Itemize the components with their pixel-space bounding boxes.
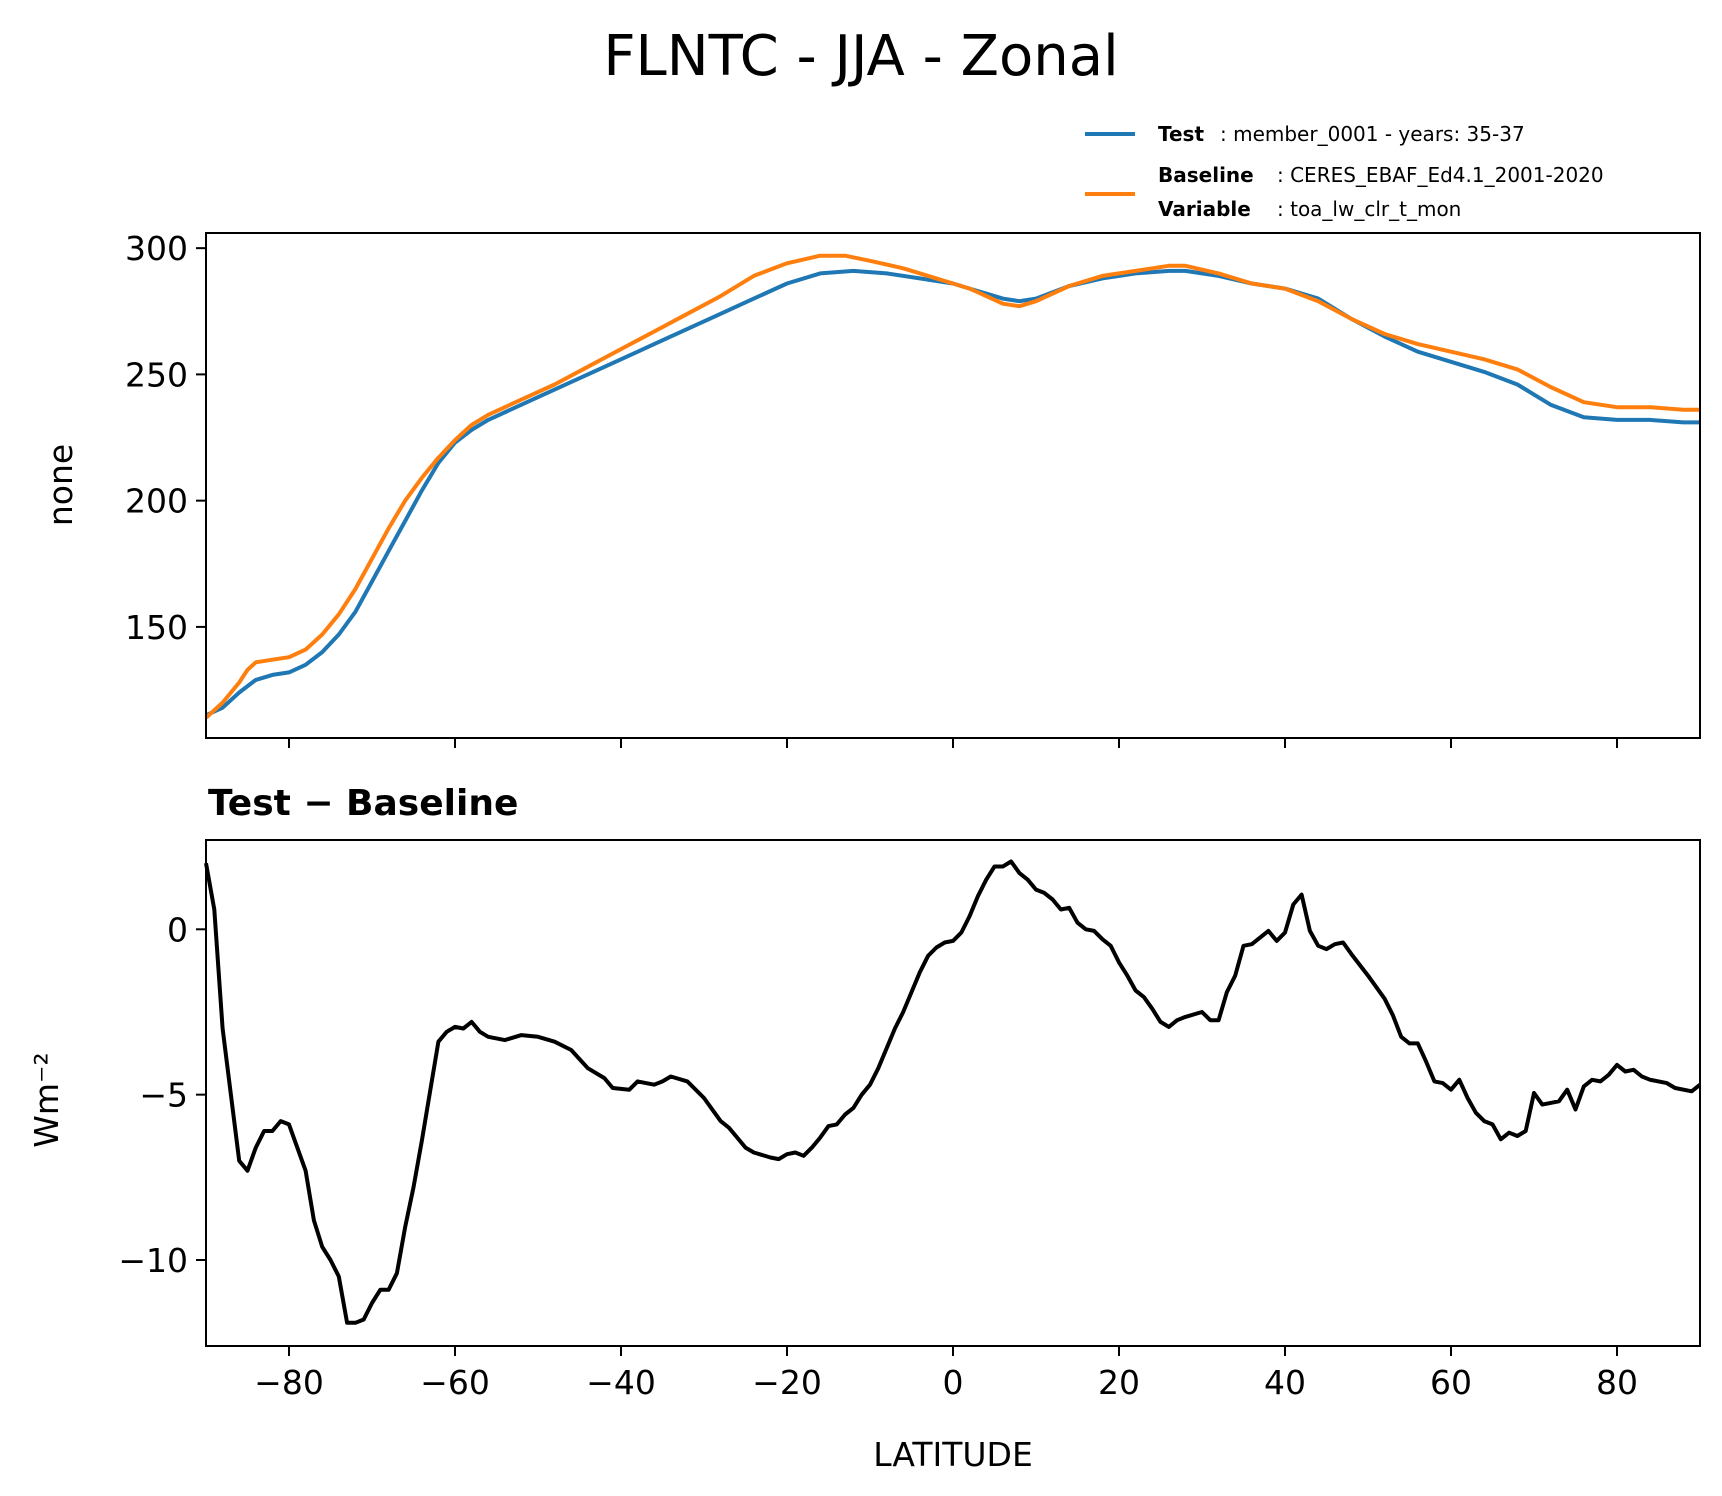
bottom-panel: Test − Baseline −10 −5 0 −80 −60 −40 −20 0 20 40… xyxy=(27,783,1702,1474)
bottom-x-tick-label: −40 xyxy=(586,1363,656,1402)
bottom-series xyxy=(204,859,1702,1325)
bottom-y-axis-label: Wm⁻² xyxy=(27,1052,66,1147)
top-y-tick-label: 300 xyxy=(125,229,188,268)
top-y-tick-label: 150 xyxy=(125,608,188,647)
x-axis-label: LATITUDE xyxy=(873,1435,1033,1474)
legend-label-baseline-bold: Baseline xyxy=(1158,163,1254,187)
bottom-y-ticks: −10 −5 0 xyxy=(118,910,206,1280)
top-panel: 150 200 250 300 none xyxy=(41,229,1701,748)
bottom-x-ticks: −80 −60 −40 −20 0 20 40 60 80 xyxy=(254,1346,1638,1402)
bottom-x-tick-label: 60 xyxy=(1430,1363,1472,1402)
bottom-y-tick-label: 0 xyxy=(167,910,188,949)
bottom-x-tick-label: 0 xyxy=(943,1363,964,1402)
legend-label-test-text: : member_0001 - years: 35-37 xyxy=(1220,122,1525,146)
top-y-tick-label: 250 xyxy=(125,355,188,394)
legend-label-variable-bold: Variable xyxy=(1158,197,1251,221)
bottom-x-tick-label: 40 xyxy=(1264,1363,1306,1402)
top-series-line-baseline xyxy=(204,253,1700,720)
bottom-series-line-test-baseline xyxy=(204,859,1702,1325)
top-y-axis-label: none xyxy=(41,444,80,526)
legend-label-baseline-text: : CERES_EBAF_Ed4.1_2001-2020 xyxy=(1277,163,1604,187)
bottom-y-tick-label: −10 xyxy=(118,1241,188,1280)
bottom-y-tick-label: −5 xyxy=(139,1076,188,1115)
bottom-x-tick-label: 20 xyxy=(1098,1363,1140,1402)
legend: Test : member_0001 - years: 35-37 Baseli… xyxy=(1085,122,1604,221)
bottom-axes-frame xyxy=(205,839,1701,1347)
legend-label-test-bold: Test xyxy=(1158,122,1204,146)
legend-label-variable-text: : toa_lw_clr_t_mon xyxy=(1277,197,1461,221)
top-axes-frame xyxy=(205,232,1701,739)
top-y-ticks: 150 200 250 300 xyxy=(125,229,206,647)
top-x-ticks xyxy=(288,738,1618,748)
bottom-x-tick-label: −60 xyxy=(420,1363,490,1402)
bottom-x-tick-label: −20 xyxy=(752,1363,822,1402)
top-series-line-test xyxy=(205,268,1700,718)
bottom-panel-title: Test − Baseline xyxy=(208,783,518,824)
bottom-x-tick-label: −80 xyxy=(254,1363,324,1402)
bottom-x-tick-label: 80 xyxy=(1596,1363,1638,1402)
top-series xyxy=(204,253,1700,720)
top-y-tick-label: 200 xyxy=(125,482,188,521)
figure-title: FLNTC - JJA - Zonal xyxy=(603,24,1118,89)
